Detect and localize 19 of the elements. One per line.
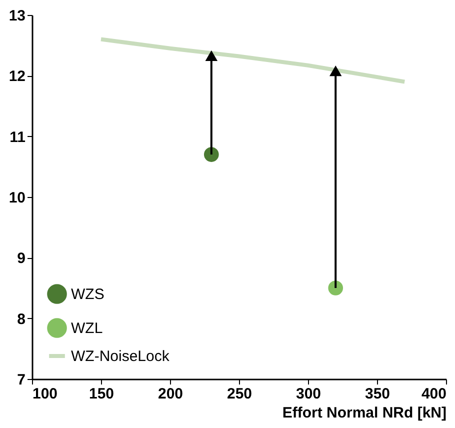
y-tick-label: 13	[8, 8, 26, 24]
x-tick-label: 250	[226, 386, 252, 402]
legend-label: WZL	[71, 320, 103, 337]
y-tick-label: 8	[17, 310, 26, 328]
x-tick-label: 150	[88, 386, 114, 402]
legend-label: WZS	[71, 286, 104, 303]
y-tick-label: 7	[17, 372, 26, 388]
x-tick-label: 300	[296, 386, 322, 402]
y-tick-label: 10	[8, 190, 26, 206]
x-tick-label: 350	[364, 386, 390, 402]
x-tick-label: 400	[421, 386, 446, 402]
x-axis-title: Effort Normal NRd [kN]	[282, 404, 446, 422]
y-tick-label: 11	[10, 128, 26, 146]
x-tick-label: 100	[32, 386, 58, 402]
legend-label: WZ-NoiseLock	[71, 348, 170, 365]
y-tick-label: 9	[17, 250, 26, 268]
line-series	[99, 37, 407, 84]
x-tick-label: 200	[158, 386, 184, 402]
y-tick-label: 12	[8, 68, 26, 86]
